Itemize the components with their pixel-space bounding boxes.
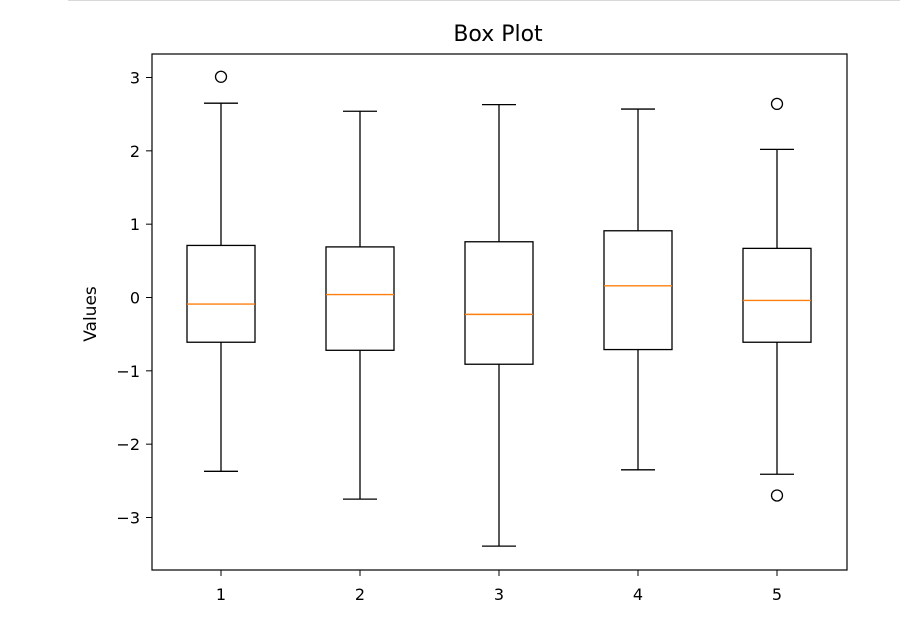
- y-axis-label: Values: [81, 286, 101, 342]
- box-4: [603, 230, 673, 351]
- box-3: [464, 241, 534, 365]
- y-tick-label: 1: [130, 215, 140, 234]
- x-tick-label: 2: [355, 585, 365, 604]
- x-tick-label: 5: [772, 585, 782, 604]
- outlier-point: [214, 70, 228, 83]
- plot-frame: [151, 53, 848, 571]
- y-tick-label: −2: [116, 435, 140, 454]
- y-tick-label: 3: [130, 69, 140, 88]
- x-tick-label: 1: [216, 585, 226, 604]
- top-divider: [68, 0, 900, 1]
- y-tick-label: −3: [116, 508, 140, 527]
- y-tick-label: 0: [130, 289, 140, 308]
- y-tick-label: 2: [130, 142, 140, 161]
- plot-marks: 3 2 1 0 −1 −2 −3 1 2 3 4 5: [116, 69, 812, 604]
- box-5: [742, 247, 812, 343]
- x-tick-label: 3: [494, 585, 504, 604]
- x-tick-label: 4: [633, 585, 643, 604]
- box-1: [186, 244, 256, 343]
- outlier-point: [770, 489, 784, 502]
- box-2: [325, 246, 395, 351]
- y-tick-label: −1: [116, 362, 140, 381]
- outlier-point: [770, 97, 784, 111]
- chart-title: Box Plot: [453, 22, 543, 47]
